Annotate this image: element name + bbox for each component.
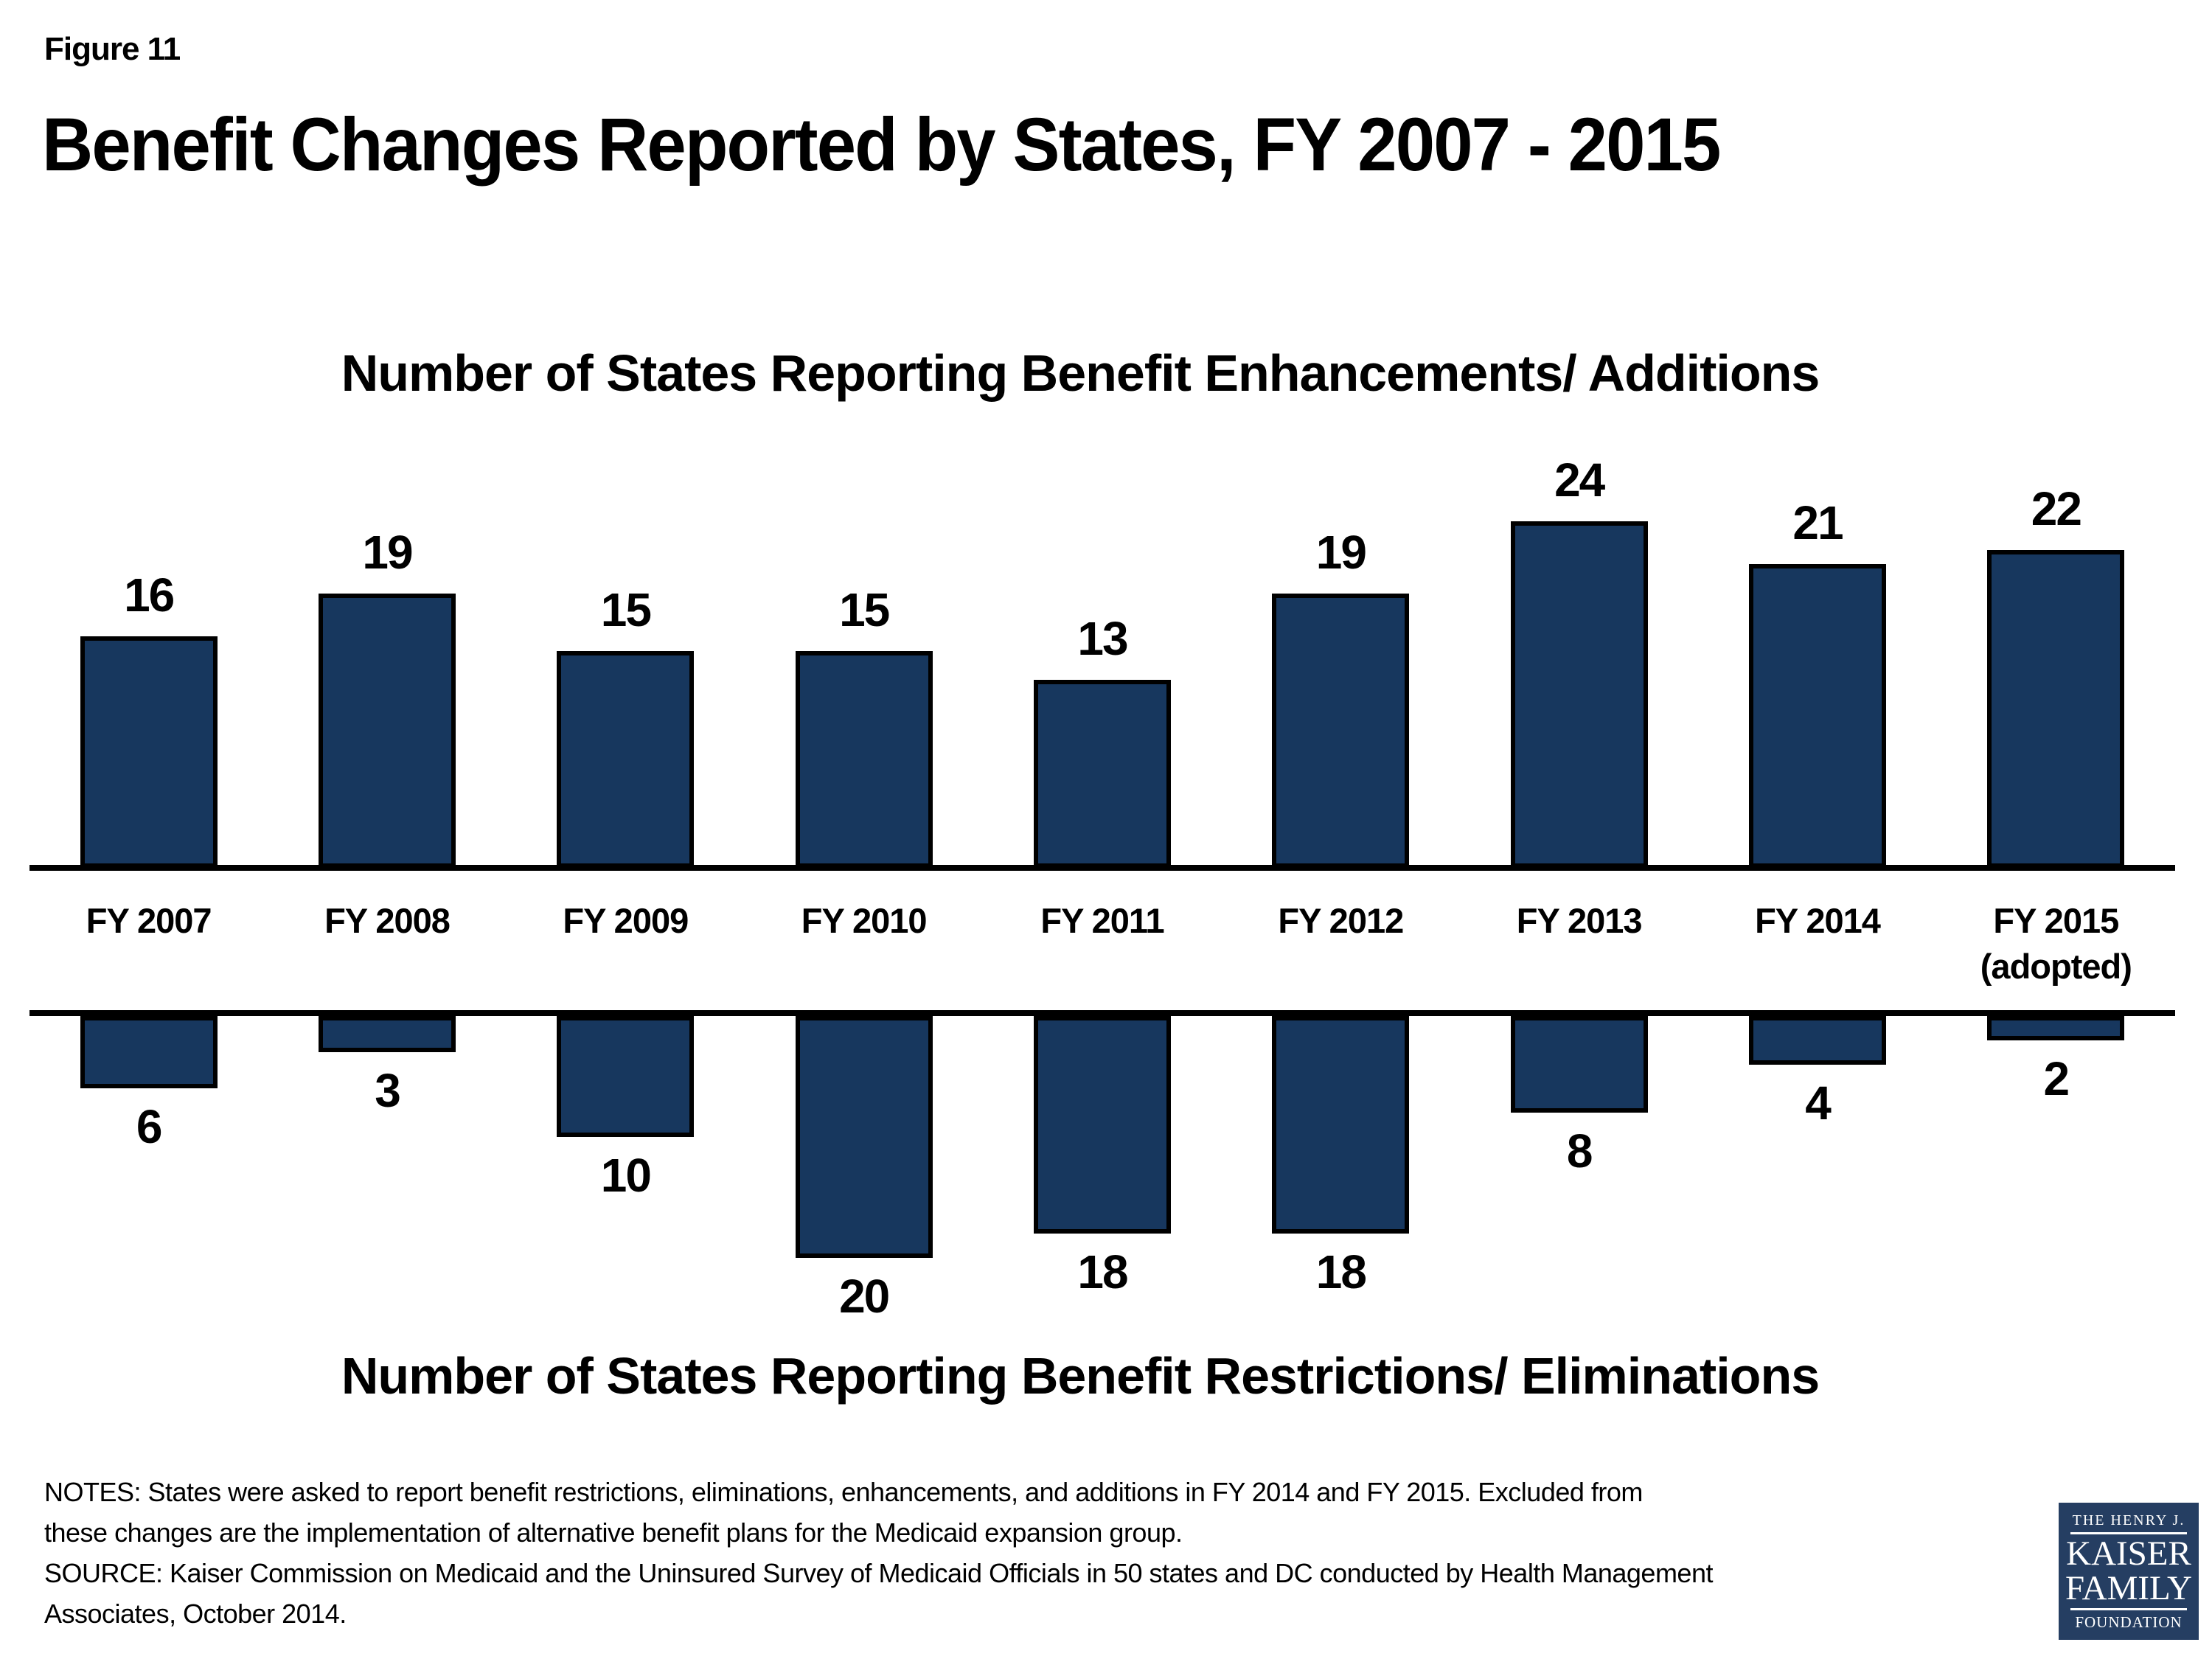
enhancements-bar bbox=[1033, 680, 1171, 868]
enhancements-value-label: 21 bbox=[1792, 496, 1843, 549]
restrictions-value-label: 20 bbox=[839, 1270, 890, 1323]
enhancements-value-label: 13 bbox=[1077, 612, 1128, 665]
logo-text-family: FAMILY bbox=[2065, 1568, 2192, 1607]
category-label: FY 2007 bbox=[15, 898, 282, 944]
enhancements-bar bbox=[795, 651, 933, 868]
enhancements-value-label: 16 bbox=[124, 568, 175, 622]
notes-and-source: NOTES: States were asked to report benef… bbox=[44, 1472, 1713, 1634]
enhancements-bar bbox=[1510, 521, 1648, 868]
kaiser-family-foundation-logo: THE HENRY J. KAISER FAMILY FOUNDATION bbox=[2059, 1503, 2199, 1640]
enhancements-value-label: 22 bbox=[2031, 482, 2082, 535]
bottom-axis-baseline bbox=[29, 1010, 2175, 1016]
category-label-year: FY 2014 bbox=[1755, 901, 1881, 940]
category-label: FY 2012 bbox=[1207, 898, 1475, 944]
restrictions-bar bbox=[1510, 1016, 1648, 1113]
restrictions-value-label: 6 bbox=[136, 1100, 163, 1153]
restrictions-value-label: 2 bbox=[2043, 1052, 2070, 1105]
chart-column-fy-2010: 15 FY 2010 20 bbox=[745, 0, 983, 1659]
category-label-year: FY 2013 bbox=[1516, 901, 1643, 940]
category-label: FY 2013 bbox=[1445, 898, 1713, 944]
restrictions-bar bbox=[1033, 1016, 1171, 1234]
enhancements-bar bbox=[1748, 564, 1886, 868]
chart-column-fy-2009: 15 FY 2009 10 bbox=[507, 0, 745, 1659]
restrictions-value-label: 10 bbox=[600, 1149, 652, 1202]
restrictions-value-label: 4 bbox=[1805, 1077, 1832, 1130]
source-line: SOURCE: Kaiser Commission on Medicaid an… bbox=[44, 1558, 1713, 1588]
category-label-year: FY 2012 bbox=[1278, 901, 1404, 940]
logo-divider bbox=[2070, 1531, 2187, 1534]
enhancements-bar bbox=[318, 594, 456, 868]
restrictions-bar bbox=[795, 1016, 933, 1258]
notes-line: these changes are the implementation of … bbox=[44, 1517, 1183, 1548]
enhancements-bar bbox=[1272, 594, 1410, 868]
enhancements-value-label: 24 bbox=[1554, 453, 1605, 507]
top-axis-baseline bbox=[29, 865, 2175, 871]
category-label-year: FY 2011 bbox=[1040, 901, 1164, 940]
logo-text-henry-j: THE HENRY J. bbox=[2072, 1512, 2185, 1528]
category-label: FY 2010 bbox=[730, 898, 998, 944]
restrictions-value-label: 18 bbox=[1077, 1245, 1128, 1298]
restrictions-bar bbox=[1987, 1016, 2125, 1040]
diverging-bar-chart: 16 FY 2007 6 19 FY 2008 3 15 FY 2009 10 15 FY 2010… bbox=[29, 0, 2175, 1659]
enhancements-value-label: 15 bbox=[600, 583, 652, 636]
logo-divider bbox=[2070, 1607, 2187, 1610]
restrictions-bar bbox=[1272, 1016, 1410, 1234]
category-label: FY 2008 bbox=[253, 898, 521, 944]
logo-text-foundation: FOUNDATION bbox=[2075, 1613, 2183, 1631]
category-label-year: FY 2008 bbox=[324, 901, 451, 940]
chart-column-fy-2014: 21 FY 2014 4 bbox=[1698, 0, 1936, 1659]
logo-text-kaiser: KAISER bbox=[2066, 1534, 2191, 1573]
category-label-year: FY 2009 bbox=[563, 901, 689, 940]
enhancements-value-label: 15 bbox=[839, 583, 890, 636]
category-label: FY 2011 bbox=[968, 898, 1236, 944]
notes-line: NOTES: States were asked to report benef… bbox=[44, 1477, 1643, 1507]
chart-column-fy-2008: 19 FY 2008 3 bbox=[268, 0, 506, 1659]
enhancements-bar bbox=[1987, 550, 2125, 868]
bottom-chart-title: Number of States Reporting Benefit Restr… bbox=[341, 1347, 1820, 1405]
chart-column-fy-2011: 13 FY 2011 18 bbox=[983, 0, 1221, 1659]
chart-column-fy-2015: 22 FY 2015 (adopted) 2 bbox=[1937, 0, 2175, 1659]
enhancements-value-label: 19 bbox=[1315, 526, 1367, 579]
enhancements-bar bbox=[557, 651, 695, 868]
top-chart-title: Number of States Reporting Benefit Enhan… bbox=[341, 344, 1820, 402]
enhancements-bar bbox=[80, 636, 218, 868]
chart-column-fy-2007: 16 FY 2007 6 bbox=[29, 0, 268, 1659]
restrictions-value-label: 18 bbox=[1315, 1245, 1367, 1298]
enhancements-value-label: 19 bbox=[362, 526, 413, 579]
figure-label: Figure 11 bbox=[44, 31, 181, 67]
restrictions-value-label: 8 bbox=[1566, 1124, 1593, 1178]
category-label-year: FY 2015 bbox=[1993, 901, 2119, 940]
restrictions-bar bbox=[318, 1016, 456, 1052]
restrictions-bar bbox=[1748, 1016, 1886, 1065]
category-sublabel: (adopted) bbox=[1980, 947, 2132, 986]
category-label: FY 2014 bbox=[1683, 898, 1951, 944]
chart-column-fy-2013: 24 FY 2013 8 bbox=[1460, 0, 1698, 1659]
category-label: FY 2015 (adopted) bbox=[1922, 898, 2190, 990]
restrictions-value-label: 3 bbox=[375, 1064, 401, 1117]
restrictions-bar bbox=[80, 1016, 218, 1088]
chart-column-fy-2012: 19 FY 2012 18 bbox=[1222, 0, 1460, 1659]
category-label: FY 2009 bbox=[492, 898, 759, 944]
category-label-year: FY 2007 bbox=[86, 901, 212, 940]
source-line: Associates, October 2014. bbox=[44, 1599, 347, 1629]
page-title: Benefit Changes Reported by States, FY 2… bbox=[42, 102, 1721, 187]
category-label-year: FY 2010 bbox=[801, 901, 928, 940]
restrictions-bar bbox=[557, 1016, 695, 1137]
